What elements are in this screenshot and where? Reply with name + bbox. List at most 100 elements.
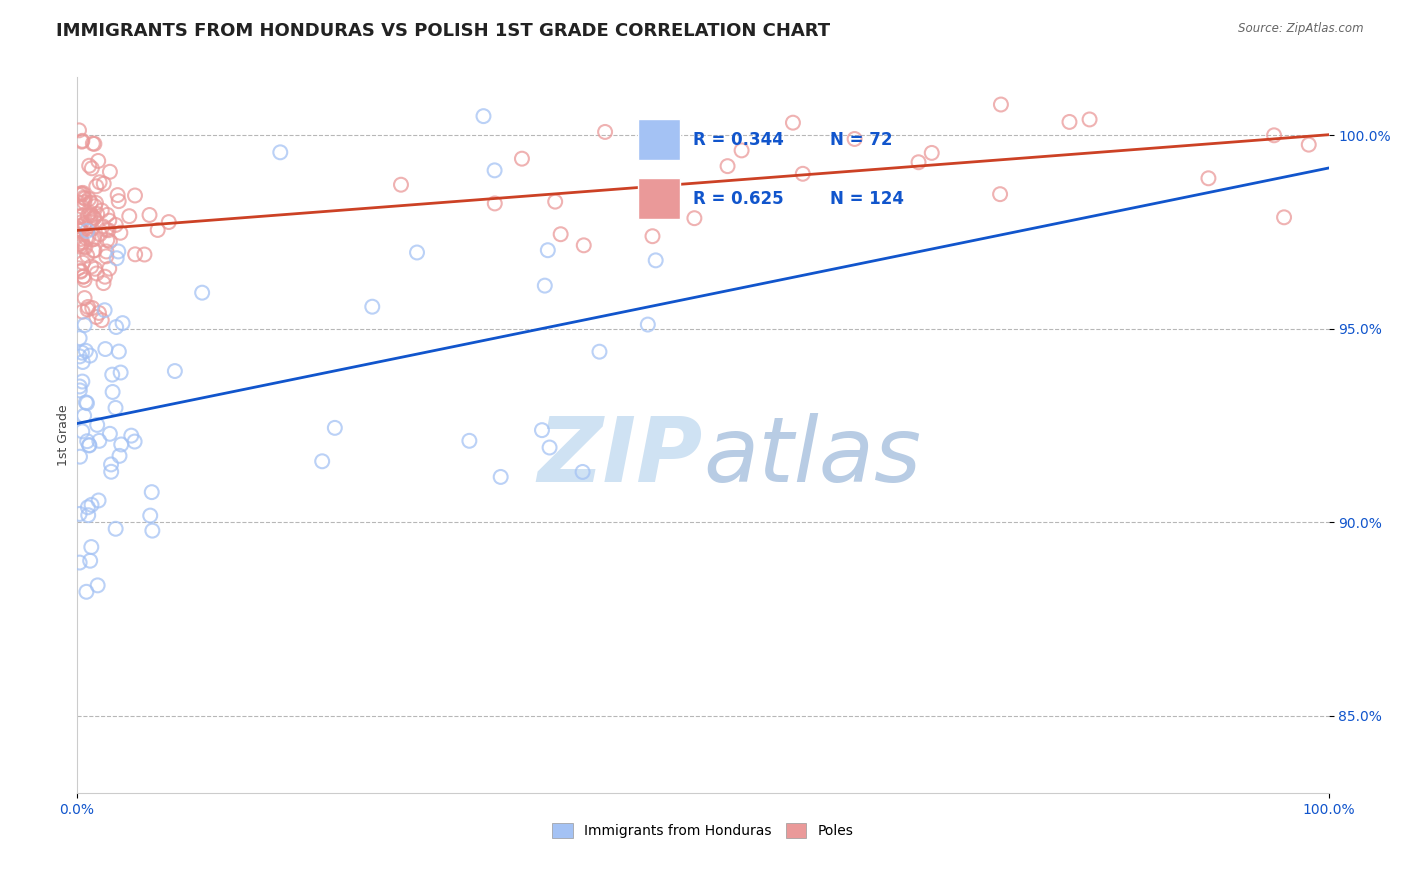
Point	[75, 231, 97, 245]
Point	[641, 229, 664, 244]
Point	[716, 159, 738, 173]
Point	[406, 245, 429, 260]
Point	[77, 438, 100, 452]
Point	[86, 578, 108, 592]
Text: ZIP: ZIP	[537, 413, 703, 500]
Point	[80, 498, 103, 512]
Point	[593, 125, 616, 139]
Point	[69, 379, 91, 393]
Point	[94, 342, 117, 356]
Point	[80, 208, 103, 222]
Point	[73, 192, 96, 206]
Point	[75, 395, 97, 409]
Point	[90, 203, 112, 218]
Point	[907, 155, 929, 169]
Point	[76, 302, 98, 317]
Point	[110, 226, 132, 240]
Point	[98, 261, 121, 276]
Legend: Immigrants from Honduras, Poles: Immigrants from Honduras, Poles	[547, 818, 859, 844]
Point	[70, 135, 93, 149]
Point	[120, 428, 142, 442]
Point	[69, 331, 91, 345]
Point	[72, 269, 94, 284]
Point	[73, 273, 96, 287]
Point	[107, 194, 129, 209]
Point	[990, 97, 1012, 112]
Point	[73, 240, 96, 254]
Point	[118, 209, 141, 223]
Point	[86, 207, 108, 221]
Point	[67, 236, 90, 251]
Point	[87, 493, 110, 508]
Point	[69, 239, 91, 253]
Point	[69, 186, 91, 201]
Point	[79, 438, 101, 452]
Point	[550, 227, 572, 242]
Point	[141, 524, 163, 538]
Point	[87, 153, 110, 168]
Point	[87, 306, 110, 320]
Point	[80, 214, 103, 228]
Point	[157, 215, 180, 229]
Point	[72, 187, 94, 202]
Point	[83, 232, 105, 246]
Point	[76, 209, 98, 223]
Point	[637, 318, 659, 332]
Point	[472, 109, 495, 123]
Point	[96, 249, 118, 263]
Point	[110, 366, 132, 380]
Point	[97, 223, 120, 237]
Point	[105, 320, 128, 334]
Point	[69, 232, 91, 246]
Point	[537, 244, 560, 258]
Point	[163, 364, 186, 378]
Point	[76, 249, 98, 263]
Point	[86, 267, 108, 281]
Point	[96, 233, 118, 247]
Point	[77, 192, 100, 206]
Point	[73, 409, 96, 423]
Point	[683, 211, 706, 226]
Point	[124, 247, 146, 261]
Point	[83, 211, 105, 225]
Text: atlas: atlas	[703, 413, 921, 500]
Point	[72, 425, 94, 439]
Point	[1298, 137, 1320, 152]
Point	[69, 384, 91, 398]
Point	[72, 269, 94, 284]
Point	[844, 132, 866, 146]
Point	[79, 205, 101, 219]
Point	[139, 508, 162, 523]
Point	[124, 188, 146, 202]
Point	[70, 209, 93, 223]
Point	[80, 233, 103, 247]
Point	[72, 355, 94, 369]
Point	[84, 261, 107, 276]
Point	[73, 195, 96, 210]
Point	[1197, 171, 1219, 186]
Point	[108, 344, 131, 359]
Point	[792, 167, 814, 181]
Point	[311, 454, 333, 468]
Point	[83, 199, 105, 213]
Point	[67, 261, 90, 276]
Point	[96, 244, 118, 259]
Point	[83, 136, 105, 151]
Point	[100, 465, 122, 479]
Point	[67, 224, 90, 238]
Point	[80, 195, 103, 210]
Point	[73, 218, 96, 232]
Text: Source: ZipAtlas.com: Source: ZipAtlas.com	[1239, 22, 1364, 36]
Point	[75, 240, 97, 254]
Point	[67, 237, 90, 252]
Point	[77, 300, 100, 314]
Point	[86, 417, 108, 432]
Point	[191, 285, 214, 300]
Point	[146, 223, 169, 237]
Point	[105, 252, 128, 266]
Point	[730, 144, 752, 158]
Point	[104, 218, 127, 232]
Point	[101, 368, 124, 382]
Point	[361, 300, 384, 314]
Point	[79, 215, 101, 229]
